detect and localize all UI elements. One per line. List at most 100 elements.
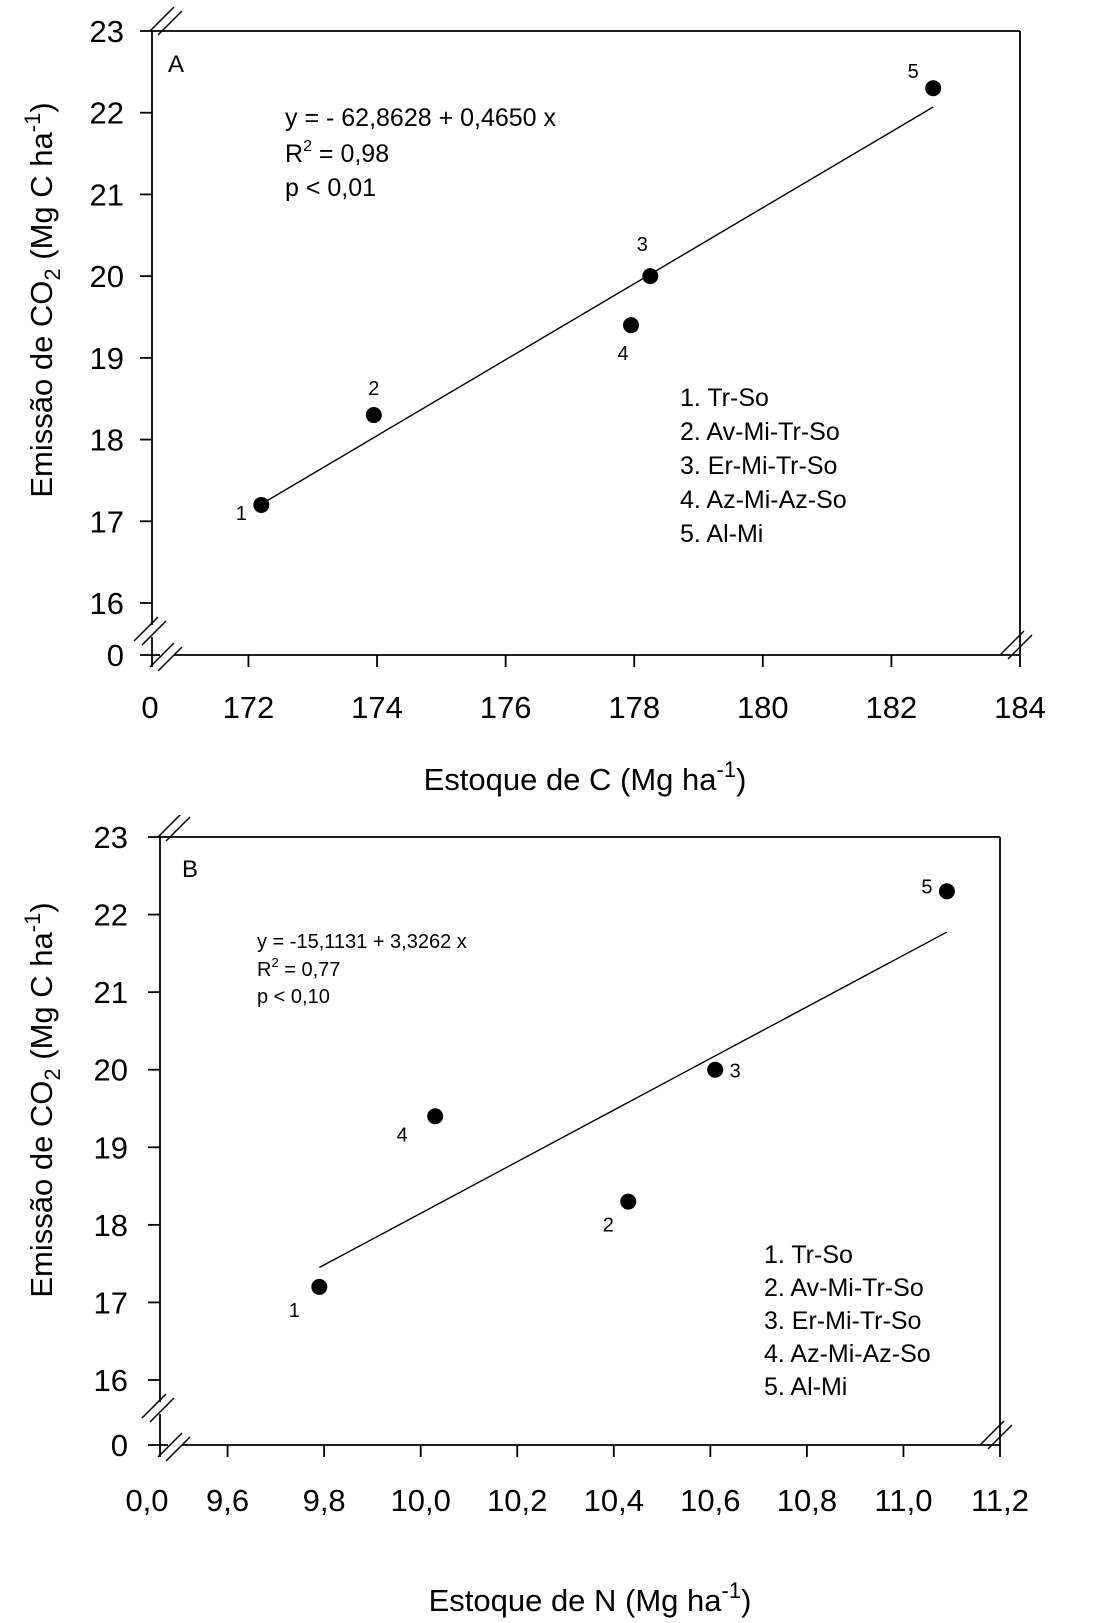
y-tick-label: 22 (90, 96, 124, 131)
data-point-label-4: 4 (617, 343, 628, 365)
y-tick-label: 16 (90, 586, 124, 621)
y-axis-title-end: ) (24, 102, 59, 112)
x-axis-title-end: ) (741, 1583, 751, 1618)
data-points: 1 2 3 4 5 (236, 61, 942, 525)
data-point-label-1: 1 (289, 1300, 300, 1322)
data-point-2 (620, 1193, 637, 1210)
chart-panel-b: Emissão de CO2 (Mg C ha-1) Estoque de N … (0, 815, 1093, 1623)
y-axis-title-pre: Emissão de CO (24, 1081, 59, 1298)
top-break-a (149, 6, 175, 32)
y-tick-label-zero: 0 (107, 638, 124, 673)
x-tick-label: 172 (223, 690, 275, 725)
x-tick-label: 10,6 (680, 1483, 740, 1518)
x-axis-ticks: 0,0 9,6 9,8 10,0 10,2 10,4 10,6 10,8 11,0 11,2 (125, 1445, 1029, 1518)
x-tick-label: 10,2 (487, 1483, 547, 1518)
x-break-a (157, 1432, 183, 1458)
y-axis-title: Emissão de CO2 (Mg C ha-1) (20, 902, 65, 1297)
regression-p: p < 0,10 (257, 986, 330, 1008)
y-axis-title-sup: -1 (20, 113, 45, 133)
y-break-b (149, 1397, 175, 1423)
x-tick-label: 176 (480, 690, 532, 725)
legend-item-2: 2. Av-Mi-Tr-So (764, 1274, 924, 1302)
y-tick-label: 17 (94, 1285, 128, 1320)
data-point-2 (365, 407, 382, 424)
legend: 1. Tr-So 2. Av-Mi-Tr-So 3. Er-Mi-Tr-So 4… (680, 384, 847, 548)
regression-equation: y = - 62,8628 + 0,4650 x (285, 104, 557, 132)
x-tick-label-zero: 0,0 (125, 1483, 168, 1518)
x-tick-label: 10,8 (777, 1483, 837, 1518)
plot-frame (151, 30, 1021, 656)
legend-item-4: 4. Az-Mi-Az-So (764, 1340, 931, 1368)
x-axis-title-main: Estoque de N (Mg ha (429, 1583, 723, 1618)
y-break-a (133, 616, 159, 642)
r2-sup: 2 (303, 138, 312, 155)
data-point-3 (642, 268, 659, 285)
chart-panel-a: Emissão de CO2 (Mg C ha-1) Estoque de C … (0, 0, 1093, 810)
x-axis-title: Estoque de C (Mg ha-1) (424, 757, 747, 797)
legend-item-3: 3. Er-Mi-Tr-So (680, 452, 837, 480)
x-break-b (165, 1436, 191, 1462)
regression-p: p < 0,01 (285, 174, 376, 202)
regression-r2: R2 = 0,77 (257, 955, 340, 981)
x-tick-label: 174 (351, 690, 403, 725)
y-tick-label: 20 (94, 1053, 128, 1088)
y-tick-label: 18 (94, 1208, 128, 1243)
y-axis-title-mid: (Mg C ha (24, 931, 59, 1068)
y-tick-label: 19 (90, 341, 124, 376)
r2-letter: R (285, 140, 303, 168)
right-break-b (987, 1424, 1013, 1450)
data-point-label-2: 2 (603, 1215, 614, 1237)
data-point-label-3: 3 (730, 1061, 741, 1083)
regression-equation: y = -15,1131 + 3,3262 x (257, 931, 467, 953)
x-tick-label: 9,8 (303, 1483, 346, 1518)
panel-label: A (168, 51, 184, 78)
top-break-b (165, 816, 191, 842)
y-tick-label: 18 (90, 423, 124, 458)
chart-b-svg: Emissão de CO2 (Mg C ha-1) Estoque de N … (20, 815, 1029, 1618)
x-break-b (157, 646, 183, 672)
right-break-b (1007, 634, 1033, 660)
x-tick-label: 11,0 (874, 1483, 932, 1518)
y-tick-label: 16 (94, 1363, 128, 1398)
right-break-a (979, 1420, 1005, 1446)
legend-item-1: 1. Tr-So (764, 1241, 853, 1269)
y-axis-title-pre: Emissão de CO (24, 281, 59, 498)
y-axis-title-end: ) (24, 902, 59, 912)
r2-value: = 0,77 (279, 959, 341, 981)
data-point-label-1: 1 (236, 503, 247, 525)
legend-item-5: 5. Al-Mi (764, 1373, 847, 1401)
data-point-4 (427, 1108, 444, 1125)
r2-letter: R (257, 959, 271, 981)
data-point-3 (707, 1061, 724, 1078)
y-break-b (141, 620, 167, 646)
axis-break-marks (133, 6, 1033, 672)
y-tick-label: 19 (94, 1130, 128, 1165)
right-break-a (999, 630, 1025, 656)
legend-item-2: 2. Av-Mi-Tr-So (680, 418, 840, 446)
regression-line (318, 931, 948, 1269)
legend: 1. Tr-So 2. Av-Mi-Tr-So 3. Er-Mi-Tr-So 4… (764, 1241, 931, 1401)
legend-item-4: 4. Az-Mi-Az-So (680, 486, 847, 514)
y-tick-label: 21 (90, 177, 124, 212)
y-tick-label-zero: 0 (111, 1428, 128, 1463)
x-tick-label-zero: 0 (141, 690, 158, 725)
x-axis-ticks: 0 172 174 176 178 180 182 184 (141, 655, 1046, 725)
y-axis-ticks: 23 22 21 20 19 18 17 16 0 (94, 820, 160, 1463)
y-tick-label: 20 (90, 259, 124, 294)
x-axis-title-main: Estoque de C (Mg ha (424, 762, 718, 797)
legend-item-5: 5. Al-Mi (680, 520, 763, 548)
data-point-label-3: 3 (637, 234, 648, 256)
x-tick-label: 9,6 (206, 1483, 249, 1518)
x-tick-label: 10,4 (584, 1483, 644, 1518)
data-point-5 (925, 80, 942, 97)
data-point-label-2: 2 (368, 378, 379, 400)
y-tick-label: 21 (94, 975, 128, 1010)
y-axis-ticks: 23 22 21 20 19 18 17 16 0 (90, 14, 152, 673)
r2-sup: 2 (271, 955, 278, 970)
x-tick-label: 11,2 (971, 1483, 1029, 1518)
y-axis-title-sup: -1 (20, 913, 45, 933)
y-tick-label: 23 (90, 14, 124, 49)
chart-a-svg: Emissão de CO2 (Mg C ha-1) Estoque de C … (20, 6, 1046, 797)
data-point-1 (253, 496, 270, 513)
y-break-a (141, 1393, 167, 1419)
